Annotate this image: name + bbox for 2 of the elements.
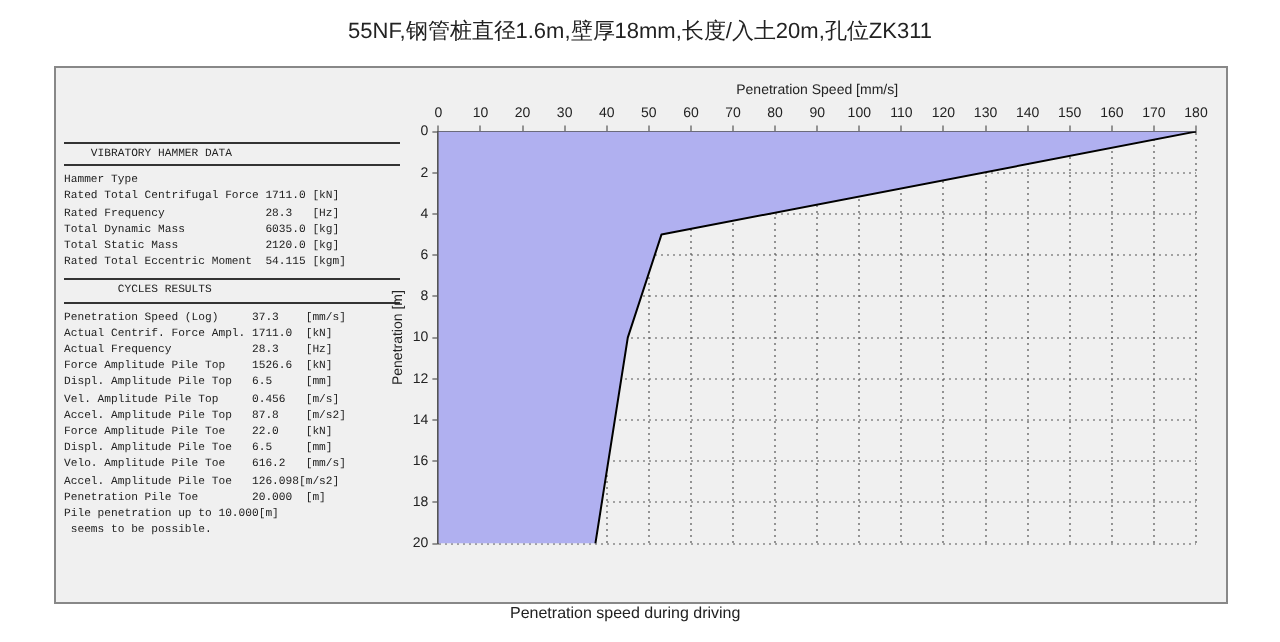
text: Penetration speed during driving (510, 604, 741, 622)
chart-title: 55NF,钢管桩直径1.6m,壁厚18mm,长度/入土20m,孔位ZK311 (346, 17, 934, 46)
